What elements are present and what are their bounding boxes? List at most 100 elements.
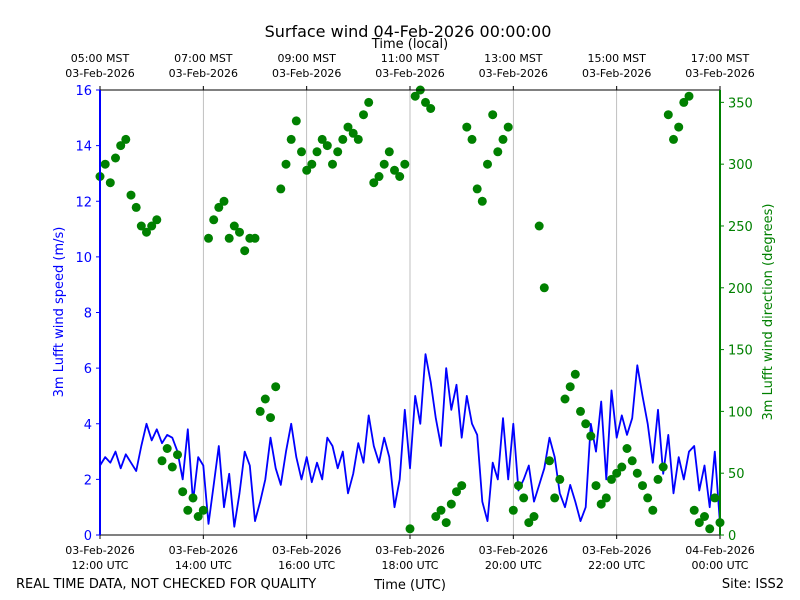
top-axis-label: Time (local) [371,37,448,52]
wind-direction-point [431,512,441,521]
top-tick-label-date: 03-Feb-2026 [582,67,651,80]
x-tick-label-time: 14:00 UTC [175,559,232,572]
y-left-tick-label: 6 [84,362,92,377]
wind-direction-point [142,227,151,237]
top-tick-label-time: 11:00 MST [381,52,440,65]
wind-direction-point [193,512,203,521]
footer-site-label: Site: ISS2 [722,577,784,592]
wind-direction-point [224,233,234,243]
wind-direction-point [384,147,394,157]
wind-direction-point [410,91,420,101]
wind-direction-point [607,474,616,484]
wind-direction-point [322,141,332,151]
wind-direction-point [364,97,374,107]
wind-direction-point [260,394,270,404]
y-axis-label-left: 3m Lufft wind speed (m/s) [52,227,67,398]
wind-direction-point [400,159,410,169]
wind-direction-point [374,172,384,181]
wind-direction-point [204,233,213,243]
wind-direction-point [658,462,668,472]
wind-direction-point [679,97,689,107]
wind-direction-point [643,493,653,503]
wind-direction-point [219,196,229,206]
wind-direction-point [116,141,126,151]
x-tick-label-date: 03-Feb-2026 [65,544,134,557]
top-tick-label-date: 03-Feb-2026 [272,67,341,80]
x-tick-label-time: 16:00 UTC [278,559,335,572]
wind-direction-point [545,456,554,466]
wind-direction-point [286,134,296,144]
wind-direction-point [250,233,260,243]
wind-direction-point [648,505,658,515]
wind-direction-point [312,147,322,157]
wind-direction-point [131,202,141,212]
y-left-tick-label: 16 [75,84,92,99]
wind-direction-point [612,468,622,478]
wind-direction-point [105,178,115,188]
y-right-tick-label: 50 [728,467,745,482]
wind-direction-point [100,159,110,169]
wind-direction-point [622,444,632,453]
y-left-tick-label: 14 [75,140,92,155]
wind-direction-point [333,147,343,157]
wind-direction-point [467,134,477,144]
wind-direction-point [519,493,529,503]
y-right-tick-label: 100 [728,405,753,420]
wind-direction-point [209,215,219,225]
y-right-tick-label: 300 [728,158,753,173]
axis-ticks: 03-Feb-2026 12:00 UTC 03-Feb-2026 14:00 UTC… [65,52,754,572]
wind-direction-point [348,128,358,138]
wind-direction-point [271,382,281,392]
wind-direction-point [689,505,699,515]
wind-direction-point [700,512,709,521]
x-tick-label-date: 04-Feb-2026 [685,544,754,557]
wind-direction-point [560,394,570,404]
x-tick-label-date: 03-Feb-2026 [169,544,238,557]
x-tick-label-time: 00:00 UTC [691,559,748,572]
wind-direction-point [596,499,606,509]
x-tick-label-date: 03-Feb-2026 [272,544,341,557]
top-tick-label-date: 03-Feb-2026 [479,67,548,80]
wind-direction-point [705,524,715,534]
wind-direction-point [498,134,508,144]
wind-direction-point [229,221,239,231]
wind-direction-point [555,474,565,484]
wind-direction-point [503,122,513,132]
wind-direction-point [446,499,456,509]
y-right-tick-label: 350 [728,96,753,111]
x-tick-label-time: 12:00 UTC [71,559,128,572]
wind-direction-point [576,406,585,416]
top-tick-label-date: 03-Feb-2026 [685,67,754,80]
wind-direction-point [477,196,487,206]
wind-direction-point [188,493,198,503]
wind-direction-point [452,487,461,497]
wind-direction-point [235,227,244,237]
wind-direction-point [276,184,286,194]
x-axis-label: Time (UTC) [373,578,446,593]
wind-direction-point [663,110,673,120]
wind-direction-point [617,462,627,472]
wind-direction-point [514,481,523,491]
wind-direction-point [534,221,544,231]
wind-direction-point [136,221,146,231]
wind-direction-point [390,165,399,175]
wind-direction-point [395,172,405,181]
direction-series [95,85,725,534]
wind-direction-point [379,159,389,169]
wind-direction-point [674,122,684,132]
y-left-tick-label: 0 [84,529,92,544]
wind-direction-point [266,413,275,423]
wind-direction-point [550,493,560,503]
wind-direction-point [684,91,694,101]
top-tick-label-time: 05:00 MST [71,52,130,65]
x-tick-label-time: 20:00 UTC [485,559,542,572]
wind-direction-point [457,481,467,491]
y-left-tick-label: 12 [75,195,92,210]
wind-direction-point [710,493,720,503]
wind-direction-point [214,202,224,212]
wind-direction-point [586,431,596,441]
wind-direction-point [483,159,492,169]
y-left-tick-label: 4 [84,418,92,433]
wind-direction-point [167,462,177,472]
